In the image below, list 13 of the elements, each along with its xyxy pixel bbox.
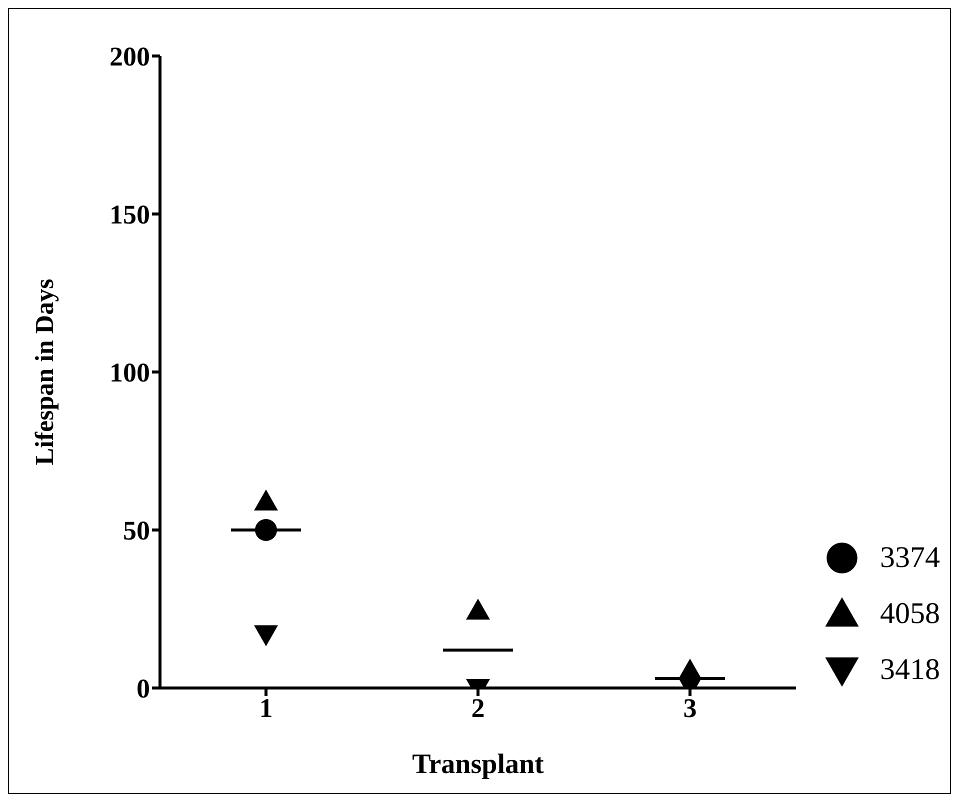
x-tick-label: 3 <box>683 693 697 724</box>
x-axis-title: Transplant <box>412 749 545 780</box>
y-axis-title: Lifespan in Days <box>30 278 60 466</box>
y-tick-label: 100 <box>110 358 150 388</box>
y-tick-label: 200 <box>110 42 150 72</box>
legend-label: 3418 <box>880 653 940 687</box>
y-tick-label: 0 <box>136 674 150 704</box>
y-tick-label: 150 <box>110 200 150 230</box>
x-tick-label: 1 <box>259 693 273 724</box>
legend-label: 4058 <box>880 597 940 631</box>
y-tick-label: 50 <box>123 516 150 546</box>
x-tick-label: 2 <box>471 693 485 724</box>
legend-label: 3374 <box>880 541 940 575</box>
